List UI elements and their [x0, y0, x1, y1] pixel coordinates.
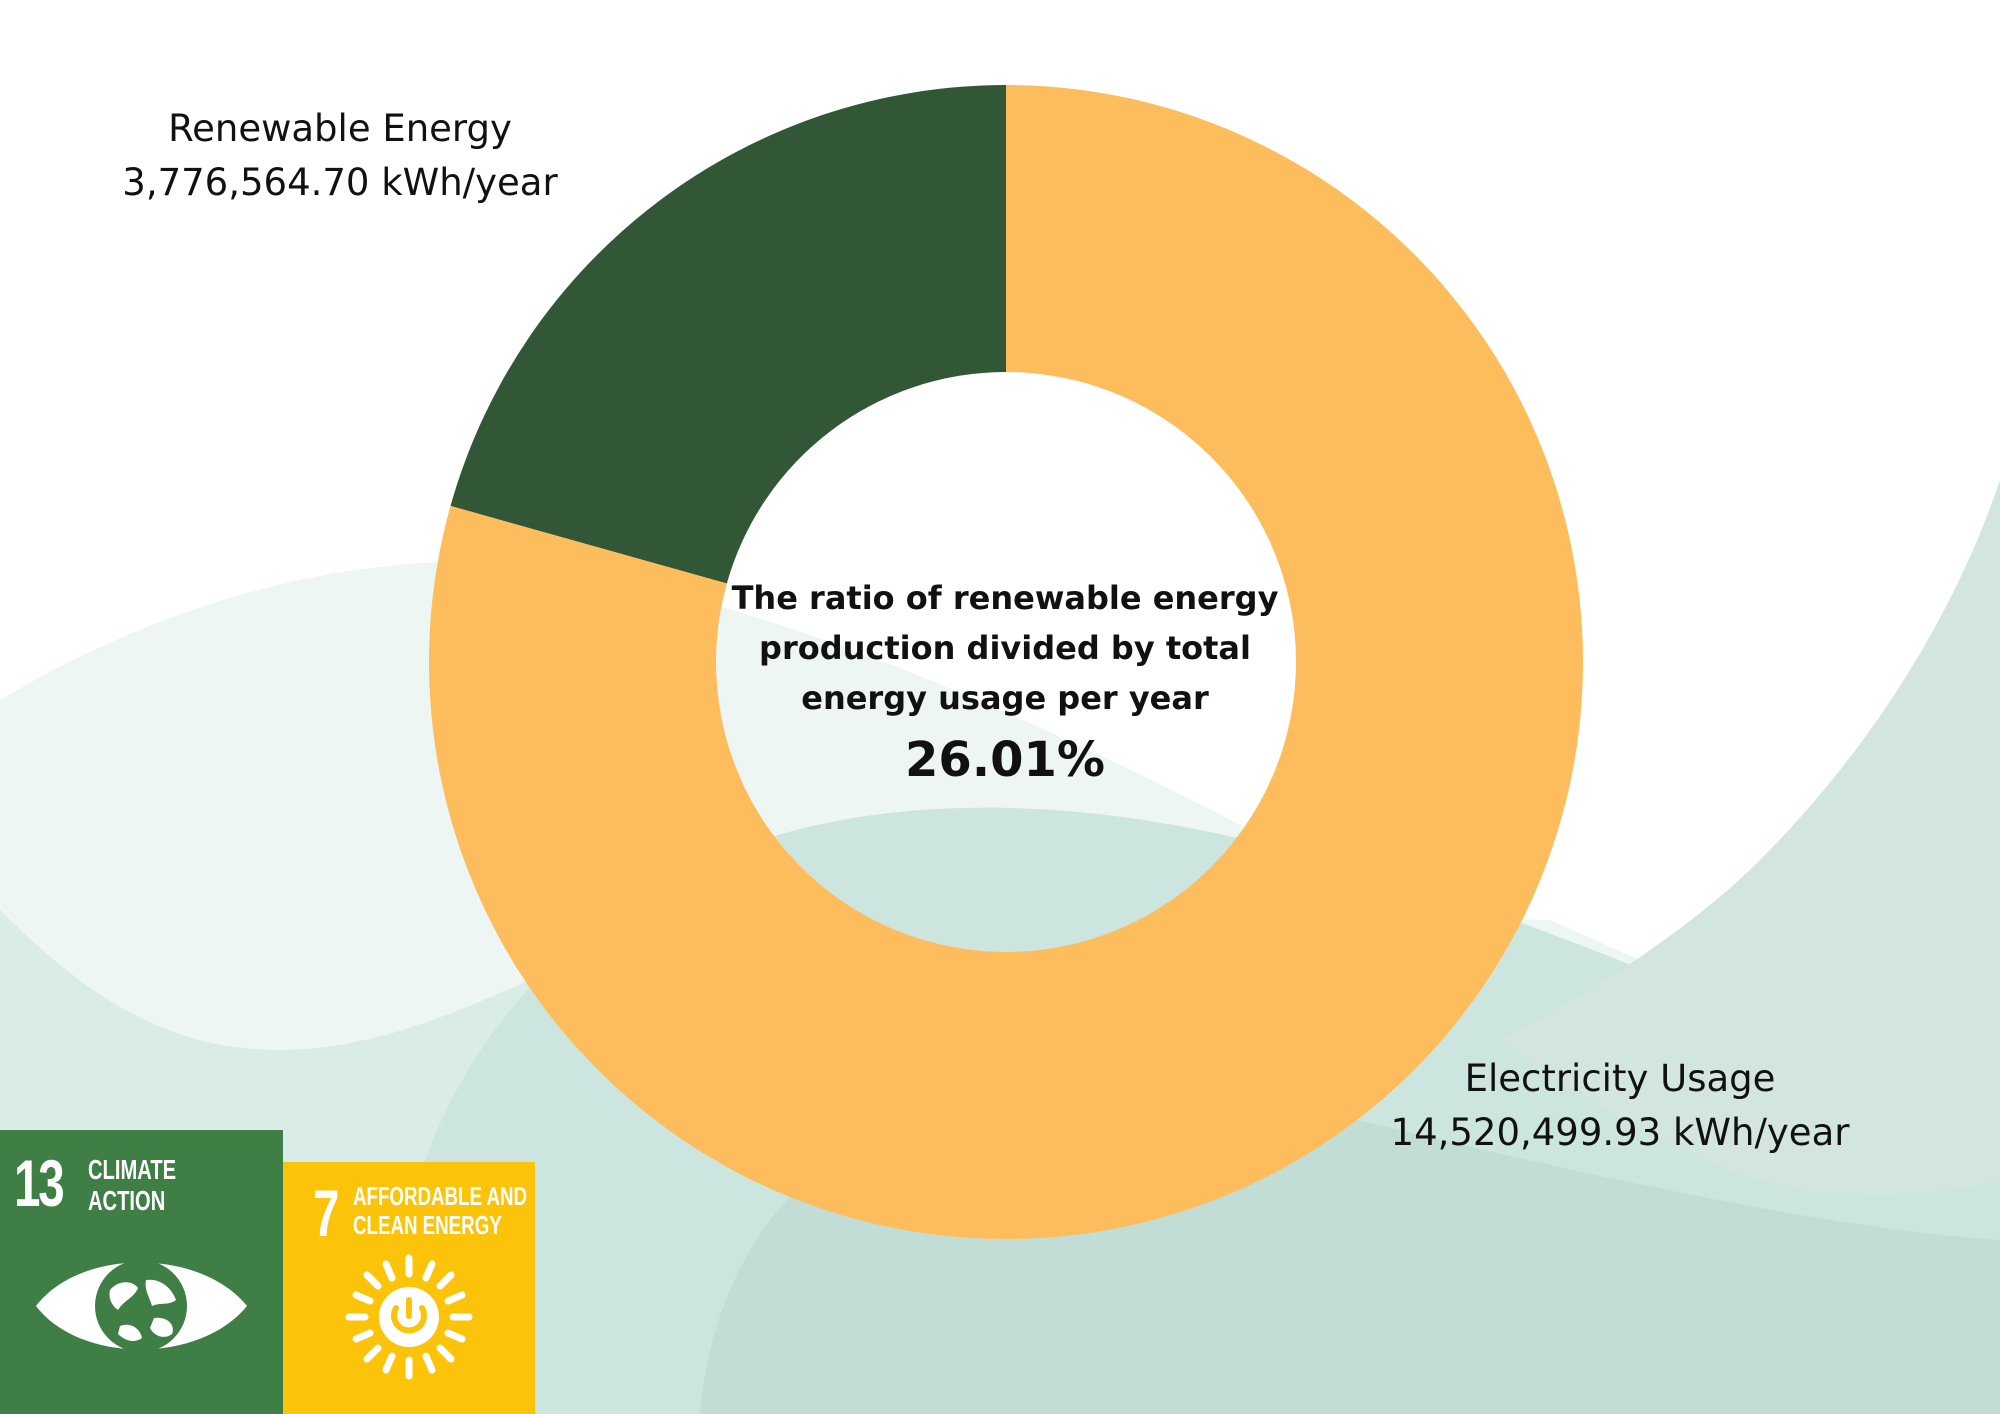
wave-right [1500, 480, 2000, 1195]
sdg-13-number: 13 [14, 1146, 65, 1220]
caption-line-2: production divided by total [759, 629, 1251, 667]
renewable-energy-label: Renewable Energy 3,776,564.70 kWh/year [100, 102, 580, 210]
electricity-usage-label: Electricity Usage 14,520,499.93 kWh/year [1370, 1052, 1870, 1160]
electricity-usage-value: 14,520,499.93 kWh/year [1390, 1111, 1850, 1154]
sdg-7-title-line2: CLEAN ENERGY [353, 1210, 502, 1240]
ratio-value: 26.01% [905, 732, 1105, 788]
eye-globe-icon [36, 1260, 247, 1352]
slice-electricity-usage [428, 85, 1583, 1239]
sdg-7-number: 7 [313, 1176, 339, 1250]
slice-renewable-energy [450, 85, 1006, 584]
sdg-13-title-line2: ACTION [88, 1185, 166, 1216]
renewable-energy-value: 3,776,564.70 kWh/year [122, 161, 558, 204]
center-caption: The ratio of renewable energy production… [705, 573, 1305, 793]
sdg-13-badge: 13 CLIMATE ACTION [0, 1130, 283, 1414]
sdg-7-badge: 7 AFFORDABLE AND CLEAN ENERGY [283, 1162, 535, 1414]
sdg-13-title: CLIMATE ACTION [88, 1154, 176, 1216]
sdg-13-title-line1: CLIMATE [88, 1154, 177, 1185]
sdg-7-title-line1: AFFORDABLE AND [353, 1181, 528, 1211]
caption-line-1: The ratio of renewable energy [731, 579, 1279, 617]
renewable-energy-name: Renewable Energy [168, 107, 512, 150]
electricity-usage-name: Electricity Usage [1464, 1057, 1776, 1100]
sdg-7-title: AFFORDABLE AND CLEAN ENERGY [353, 1182, 527, 1240]
sun-power-icon [345, 1254, 473, 1380]
caption-line-3: energy usage per year [801, 679, 1209, 717]
